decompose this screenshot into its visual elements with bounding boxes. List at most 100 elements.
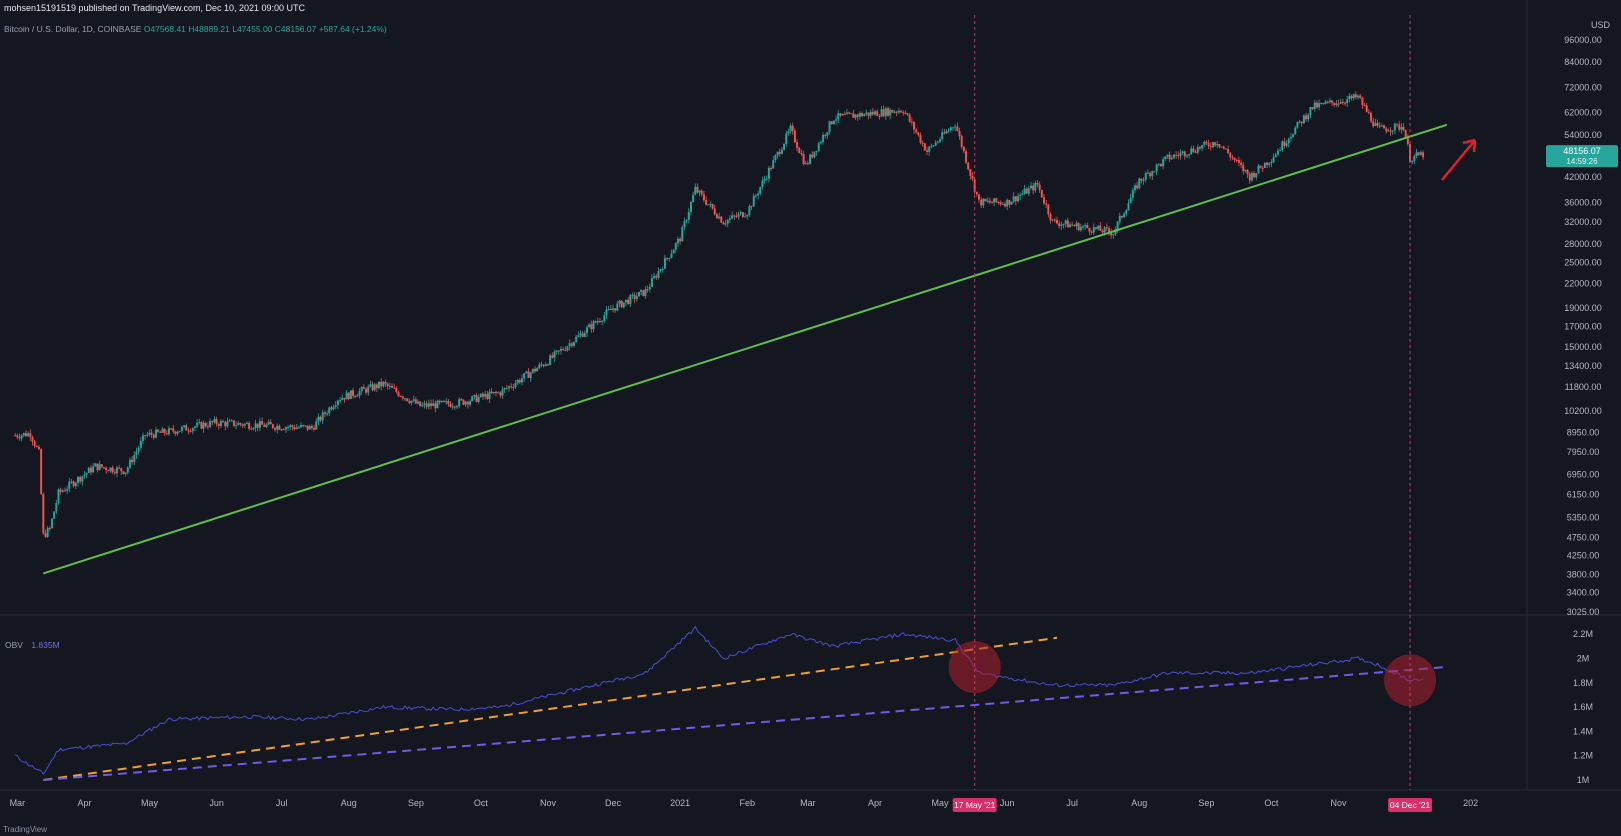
candle-body [676, 238, 679, 244]
candle-body [954, 126, 957, 128]
candle-body [1365, 105, 1368, 112]
candle-body [770, 167, 773, 169]
candle-body [1025, 188, 1028, 194]
candle-body [430, 403, 433, 407]
candle-body [1311, 107, 1314, 109]
candle-body [477, 397, 480, 402]
candle-body [1138, 178, 1141, 189]
price-tick-label: 7950.00 [1567, 447, 1600, 457]
candle-body [958, 130, 961, 137]
candle-body [631, 294, 634, 296]
candle-body [1155, 164, 1158, 172]
candle-body [141, 435, 144, 441]
candle-body [29, 433, 32, 438]
candle-body [936, 141, 939, 143]
candle-body [757, 193, 760, 196]
annotation-arrow-shaft [1441, 139, 1476, 181]
candle-body [720, 216, 723, 223]
candle-body [728, 218, 731, 220]
candle-body [947, 130, 950, 132]
candle-body [1194, 151, 1197, 153]
candle-body [633, 294, 636, 300]
price-tick-label: 25000.00 [1564, 258, 1602, 268]
candle-body [672, 249, 675, 254]
candle-body [98, 464, 101, 471]
candle-body [365, 388, 368, 393]
candle-body [215, 418, 218, 425]
candle-body [705, 200, 708, 205]
candle-body [726, 219, 729, 224]
candle-body [629, 295, 632, 305]
candle-body [1060, 224, 1063, 227]
candle-body [224, 422, 227, 427]
candle-body [1419, 152, 1422, 156]
candle-body [520, 378, 523, 383]
candle-body [315, 421, 318, 430]
candle-body [323, 412, 326, 414]
candle-body [1036, 183, 1039, 185]
time-tick-label: Sep [1198, 798, 1214, 808]
date-marker-label-left: 17 May '21 [954, 800, 996, 810]
candle-body [1359, 95, 1362, 98]
candle-body [1257, 165, 1260, 174]
candle-body [460, 399, 463, 401]
candle-body [1066, 220, 1069, 228]
candle-body [696, 186, 699, 193]
candle-body [475, 394, 478, 402]
candle-body [1370, 112, 1373, 122]
candle-body [172, 428, 175, 432]
candle-body [655, 276, 658, 278]
candle-body [55, 502, 58, 512]
candle-body [663, 258, 666, 269]
candle-body [661, 268, 664, 270]
candle-body [1084, 225, 1087, 227]
candle-body [40, 449, 43, 495]
candle-body [514, 383, 517, 388]
price-tick-label: 15000.00 [1564, 342, 1602, 352]
candle-body [969, 169, 972, 176]
candle-body [291, 425, 294, 428]
obv-tick-label: 1M [1577, 775, 1590, 785]
candle-body [993, 198, 996, 203]
candle-body [330, 407, 333, 410]
time-tick-label: Jul [276, 798, 288, 808]
candle-body [1123, 213, 1126, 218]
candle-body [748, 206, 751, 215]
candle-body [525, 371, 528, 374]
candle-body [419, 401, 422, 407]
candle-body [1396, 123, 1399, 125]
candle-body [1224, 148, 1227, 150]
candle-body [1285, 143, 1288, 146]
candle-body [557, 350, 560, 352]
tradingview-watermark: TradingView [3, 825, 48, 834]
candle-body [913, 122, 916, 130]
candle-body [497, 392, 500, 394]
candle-body [302, 425, 305, 427]
candle-body [897, 110, 900, 113]
candle-body [321, 412, 324, 421]
candle-body [819, 141, 822, 144]
candle-body [1073, 225, 1076, 227]
candle-body [1320, 103, 1323, 105]
candle-body [510, 386, 513, 388]
candle-body [919, 135, 922, 143]
obv-value: 1.835M [31, 640, 60, 650]
candle-body [1287, 138, 1290, 144]
candle-body [566, 346, 569, 351]
candle-body [310, 426, 313, 429]
candle-body [27, 433, 30, 437]
candle-body [746, 214, 749, 217]
candle-body [570, 343, 573, 346]
candle-body [1047, 204, 1050, 215]
candle-body [1222, 146, 1225, 149]
candle-body [57, 489, 60, 503]
candle-body [900, 110, 903, 113]
candle-body [536, 368, 539, 372]
candle-body [887, 108, 890, 116]
candle-body [518, 380, 521, 383]
candle-body [198, 422, 201, 424]
candle-body [105, 467, 108, 471]
candle-body [915, 129, 918, 133]
time-tick-label: Mar [800, 798, 816, 808]
candle-body [66, 488, 69, 491]
